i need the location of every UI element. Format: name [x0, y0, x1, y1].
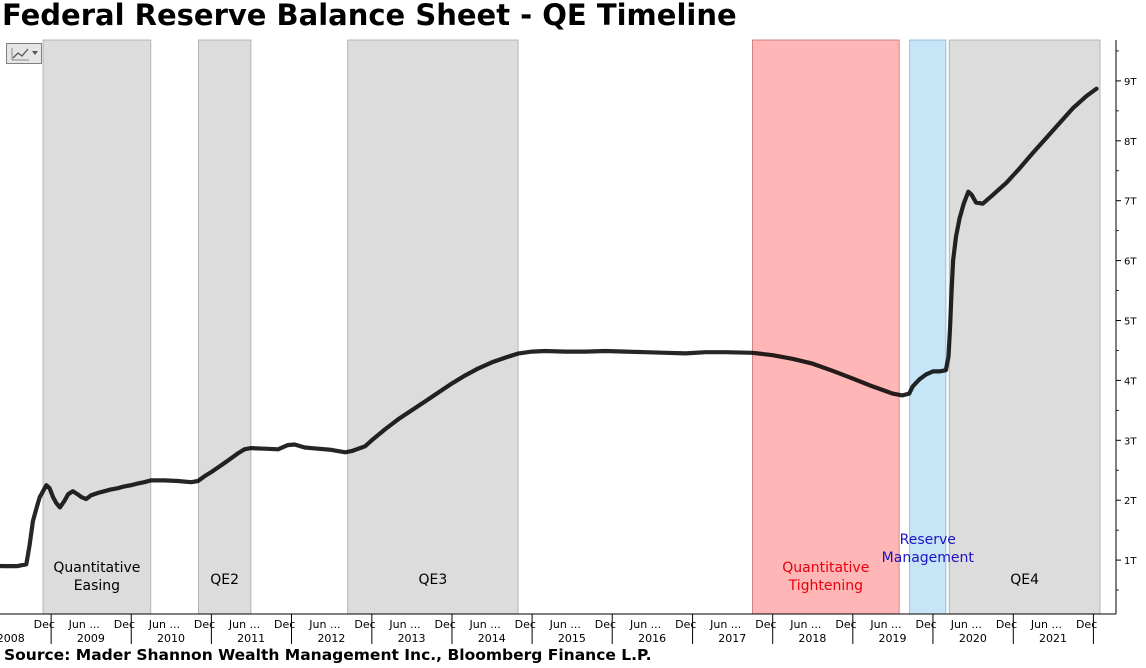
region-label-qe1: Quantitative: [53, 560, 140, 576]
x-tick-label: Jun ...: [950, 618, 982, 631]
x-tick-label: Jun ...: [709, 618, 741, 631]
y-tick-label: 3T: [1124, 436, 1137, 447]
region-label-qe3: QE3: [418, 572, 447, 588]
y-tick-label: 7T: [1124, 197, 1137, 208]
x-tick-label: Dec: [34, 618, 55, 631]
chevron-down-icon: [32, 51, 38, 55]
x-tick-label: Dec: [996, 618, 1017, 631]
region-label-qt: Tightening: [788, 578, 863, 594]
x-tick-label: Dec: [194, 618, 215, 631]
y-tick-label: 8T: [1124, 137, 1137, 148]
x-tick-label: Dec: [274, 618, 295, 631]
x-year-label: 2017: [718, 632, 746, 645]
region-label-qe2: QE2: [210, 572, 239, 588]
x-year-label: 2010: [157, 632, 185, 645]
region-qt: [752, 39, 900, 615]
x-year-label: 2018: [798, 632, 826, 645]
x-tick-label: Dec: [1076, 618, 1097, 631]
y-tick-label: 4T: [1124, 376, 1137, 387]
x-tick-label: Jun ...: [549, 618, 581, 631]
y-tick-label: 5T: [1124, 317, 1137, 328]
x-tick-label: Jun ...: [148, 618, 180, 631]
x-tick-label: Dec: [835, 618, 856, 631]
x-tick-label: Dec: [595, 618, 616, 631]
x-tick-label: Jun ...: [228, 618, 260, 631]
x-tick-label: Jun ...: [308, 618, 340, 631]
region-reserve-management: [909, 39, 947, 615]
x-tick-label: Jun ...: [68, 618, 100, 631]
x-year-label: 2012: [317, 632, 345, 645]
x-year-label: 2015: [558, 632, 586, 645]
x-year-label: 2013: [398, 632, 426, 645]
x-tick-label: Dec: [435, 618, 456, 631]
x-year-label: 2019: [879, 632, 907, 645]
x-tick-label: Dec: [114, 618, 135, 631]
x-year-label: 2021: [1039, 632, 1067, 645]
balance-sheet-line: [0, 86, 1099, 569]
x-year-label: 2008: [0, 632, 25, 645]
region-label-qt: Quantitative: [782, 560, 869, 576]
y-tick-label: 9T: [1124, 77, 1137, 88]
region-label-reserve-management: Reserve: [900, 532, 956, 548]
region-qe2: [198, 39, 252, 615]
x-tick-label: Dec: [515, 618, 536, 631]
x-tick-label: Jun ...: [629, 618, 661, 631]
region-qe4: [948, 39, 1101, 615]
y-tick-label: 2T: [1124, 496, 1137, 507]
line-chart-icon: [11, 48, 29, 61]
source-note: Source: Mader Shannon Wealth Management …: [4, 646, 652, 664]
region-label-reserve-management: Management: [882, 550, 975, 566]
x-year-label: 2014: [478, 632, 506, 645]
x-year-label: 2011: [237, 632, 265, 645]
x-tick-label: Jun ...: [388, 618, 420, 631]
region-qe1: [42, 39, 152, 615]
region-label-qe4: QE4: [1010, 572, 1039, 588]
x-tick-label: Dec: [915, 618, 936, 631]
y-tick-label: 1T: [1124, 556, 1137, 567]
x-year-label: 2020: [959, 632, 987, 645]
x-tick-label: Jun ...: [869, 618, 901, 631]
x-year-label: 2016: [638, 632, 666, 645]
x-tick-label: Dec: [675, 618, 696, 631]
x-year-label: 2009: [77, 632, 105, 645]
x-tick-label: Jun ...: [469, 618, 501, 631]
chart-type-button[interactable]: [6, 43, 42, 64]
region-label-qe1: Easing: [74, 578, 120, 594]
y-tick-label: 6T: [1124, 257, 1137, 268]
x-tick-label: Jun ...: [789, 618, 821, 631]
x-tick-label: Jun ...: [1030, 618, 1062, 631]
region-qe3: [347, 39, 519, 615]
chart-title: Federal Reserve Balance Sheet - QE Timel…: [2, 0, 737, 32]
x-tick-label: Dec: [755, 618, 776, 631]
x-tick-label: Dec: [354, 618, 375, 631]
